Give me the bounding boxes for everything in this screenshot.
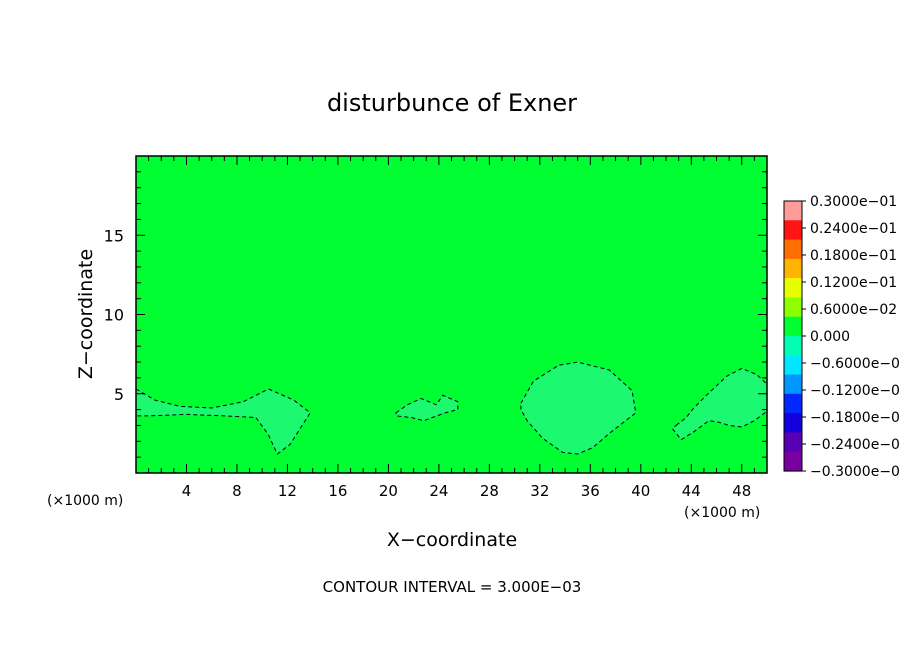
colorbar-swatch (784, 278, 802, 299)
x-tick-label: 48 (732, 482, 751, 500)
colorbar-label: −0.1800e−0 (810, 410, 900, 426)
colorbar-swatch (784, 451, 802, 472)
colorbar-label: 0.000 (810, 329, 850, 345)
contour-line-1 (136, 388, 311, 455)
colorbar-swatch (784, 393, 802, 414)
x-tick-label: 4 (182, 482, 192, 500)
colorbar-label: 0.1200e−01 (810, 275, 897, 291)
colorbar-label: 0.3000e−01 (810, 194, 897, 210)
colorbar-label: 0.1800e−01 (810, 248, 897, 264)
y-axis-label: Z−coordinate (75, 249, 97, 379)
x-tick-label: 36 (581, 482, 600, 500)
colorbar-swatches (784, 201, 802, 472)
contour-line-2 (395, 394, 459, 422)
plot-background (136, 156, 767, 473)
colorbar-swatch (784, 413, 802, 434)
x-tick-label: 28 (480, 482, 499, 500)
y-axis-ticks: 5 10 15 (104, 171, 767, 458)
x-tick-label: 8 (232, 482, 242, 500)
colorbar-swatch (784, 355, 802, 376)
colorbar-label: −0.6000e−0 (810, 356, 900, 372)
anomaly-region-3 (520, 362, 636, 454)
colorbar-swatch (784, 374, 802, 395)
anomaly-region-1 (136, 389, 311, 454)
contour-line-3 (520, 361, 637, 455)
contour-layer (136, 361, 767, 455)
y-tick-label: 10 (104, 306, 124, 325)
contour-interval-note: CONTOUR INTERVAL = 3.000E−03 (323, 578, 582, 596)
colorbar-swatch (784, 239, 802, 260)
colorbar-swatch (784, 297, 802, 318)
colorbar-swatch (784, 316, 802, 337)
anomaly-region-2 (396, 395, 458, 421)
colorbar: 0.3000e−01 0.2400e−01 0.1800e−01 0.1200e−01… (783, 194, 900, 480)
anomaly-layer (136, 362, 767, 454)
colorbar-swatch (784, 336, 802, 356)
y-tick-label: 5 (114, 385, 124, 404)
x-unit-label-right: (×1000 m) (684, 505, 760, 521)
x-tick-label: 40 (631, 482, 650, 500)
x-tick-label: 20 (379, 482, 398, 500)
chart-title: disturbunce of Exner (327, 89, 577, 117)
x-tick-label: 44 (682, 482, 701, 500)
x-unit-label-left: (×1000 m) (47, 493, 123, 509)
colorbar-label: 0.2400e−01 (810, 221, 897, 237)
x-tick-label: 12 (278, 482, 297, 500)
x-axis-ticks: 4 8 12 16 20 24 28 32 36 40 44 48 (148, 156, 755, 500)
colorbar-label: 0.6000e−02 (810, 302, 897, 318)
x-axis-label: X−coordinate (387, 529, 517, 551)
colorbar-swatch (784, 432, 802, 453)
colorbar-label: −0.3000e−0 (810, 464, 900, 480)
x-tick-label: 32 (530, 482, 549, 500)
colorbar-label: −0.1200e−0 (810, 383, 900, 399)
colorbar-swatch (784, 258, 802, 279)
x-tick-label: 16 (328, 482, 347, 500)
colorbar-swatch (784, 201, 802, 221)
x-tick-label: 24 (429, 482, 448, 500)
anomaly-region-4 (672, 368, 767, 440)
colorbar-label: −0.2400e−0 (810, 437, 900, 453)
colorbar-labels: 0.3000e−01 0.2400e−01 0.1800e−01 0.1200e−01… (802, 194, 900, 480)
colorbar-swatch (784, 220, 802, 241)
y-tick-label: 15 (104, 226, 124, 245)
